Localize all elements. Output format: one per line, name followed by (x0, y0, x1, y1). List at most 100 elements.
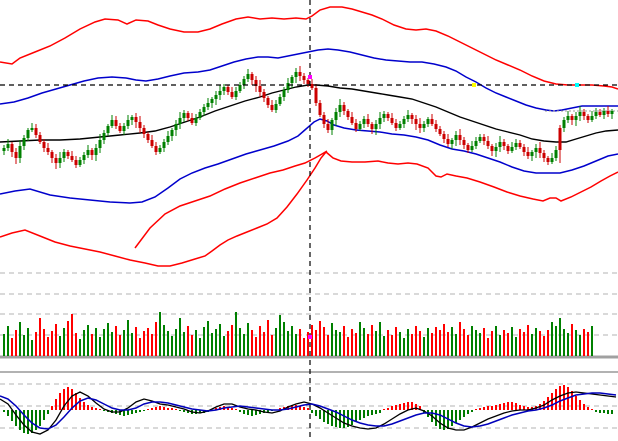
volume-bar (459, 322, 461, 356)
macd-histogram-bar (175, 409, 177, 410)
volume-bar (283, 322, 285, 356)
middle-moving-average-line (0, 84, 618, 143)
volume-bar (47, 337, 49, 356)
volume-bar (287, 331, 289, 356)
candle-body (342, 105, 346, 111)
candle-body (454, 135, 458, 140)
macd-histogram-bar (39, 410, 41, 426)
volume-bar (403, 338, 405, 356)
macd-histogram-bar (151, 408, 153, 410)
macd-histogram-bar (51, 406, 53, 410)
volume-bar (63, 328, 65, 356)
volume-bar (419, 331, 421, 356)
upper-red-band-line (0, 6, 618, 90)
macd-histogram-bar (479, 408, 481, 410)
candle-body (582, 112, 586, 116)
candle-body (430, 119, 434, 124)
candle-body (474, 141, 478, 146)
candle-body (458, 135, 462, 140)
candle-body (238, 85, 242, 91)
candle-body (190, 118, 194, 123)
macd-histogram-bar (255, 410, 257, 415)
volume-bar (271, 335, 273, 356)
macd-histogram-bar (319, 410, 321, 419)
candle-body (6, 144, 10, 148)
macd-histogram-bar (603, 410, 605, 413)
candle-body (18, 146, 22, 158)
candle-body (42, 142, 46, 148)
macd-histogram-bar (587, 407, 589, 410)
candle-body (218, 91, 222, 95)
macd-histogram-bar (507, 402, 509, 410)
volume-bar (67, 321, 69, 356)
volume-bar (375, 331, 377, 356)
candle-body (478, 137, 482, 141)
candle-body (470, 146, 474, 150)
volume-bar (43, 329, 45, 356)
candle-body (162, 142, 166, 148)
macd-histogram-bar (519, 405, 521, 410)
volume-bar (215, 329, 217, 356)
volume-bar (587, 332, 589, 356)
volume-bar (55, 324, 57, 356)
volume-bar (483, 328, 485, 356)
candle-body (14, 152, 18, 158)
volume-bar (355, 333, 357, 356)
volume-bar (295, 334, 297, 356)
macd-histogram-bar (451, 410, 453, 426)
macd-histogram-bar (179, 410, 181, 411)
candle-body (50, 152, 54, 158)
macd-histogram-bar (239, 410, 241, 412)
volume-bar (135, 327, 137, 356)
volume-bar (487, 338, 489, 356)
candle-body (214, 95, 218, 99)
volume-bar (115, 326, 117, 356)
macd-histogram-bar (527, 407, 529, 410)
lower-red-band-inner-line (134, 150, 328, 249)
macd-histogram-bar (511, 402, 513, 410)
macd-histogram-bar (363, 410, 365, 418)
volume-bar (171, 336, 173, 356)
candle-body (206, 103, 210, 107)
candle-body (358, 124, 362, 129)
macd-histogram-bar (583, 404, 585, 410)
volume-bar (579, 335, 581, 356)
candle-body (398, 124, 402, 128)
macd-histogram-bar (371, 410, 373, 415)
volume-bar (263, 332, 265, 356)
candle-body (366, 119, 370, 124)
candle-body (246, 74, 250, 79)
macd-histogram-bar (607, 410, 609, 414)
macd-histogram-bar (155, 407, 157, 410)
candle-body (34, 128, 38, 135)
candle-body (170, 130, 174, 136)
volume-bar (519, 329, 521, 356)
candle-body (570, 116, 574, 120)
macd-histogram-bar (91, 407, 93, 410)
macd-histogram-bar (411, 402, 413, 410)
macd-histogram-bar (31, 410, 33, 433)
volume-bar (247, 323, 249, 356)
volume-bar (339, 332, 341, 356)
candle-body (254, 80, 258, 86)
volume-bar (563, 329, 565, 356)
candle-body (538, 148, 542, 153)
volume-bar (123, 330, 125, 356)
candle-body (446, 139, 450, 144)
macd-histogram-bar (95, 408, 97, 410)
candle-body (574, 116, 578, 120)
candle-body (114, 120, 118, 126)
candle-body (74, 160, 78, 165)
macd-histogram-bar (595, 410, 597, 412)
macd-histogram-bar (135, 410, 137, 413)
candle-body (150, 140, 154, 146)
macd-histogram-bar (367, 410, 369, 416)
macd-histogram-bar (167, 408, 169, 410)
macd-histogram-bar (555, 389, 557, 410)
volume-bar (371, 325, 373, 356)
macd-histogram-bar (27, 410, 29, 434)
volume-bar (243, 334, 245, 356)
candle-body (98, 140, 102, 148)
candle-body (326, 124, 330, 130)
